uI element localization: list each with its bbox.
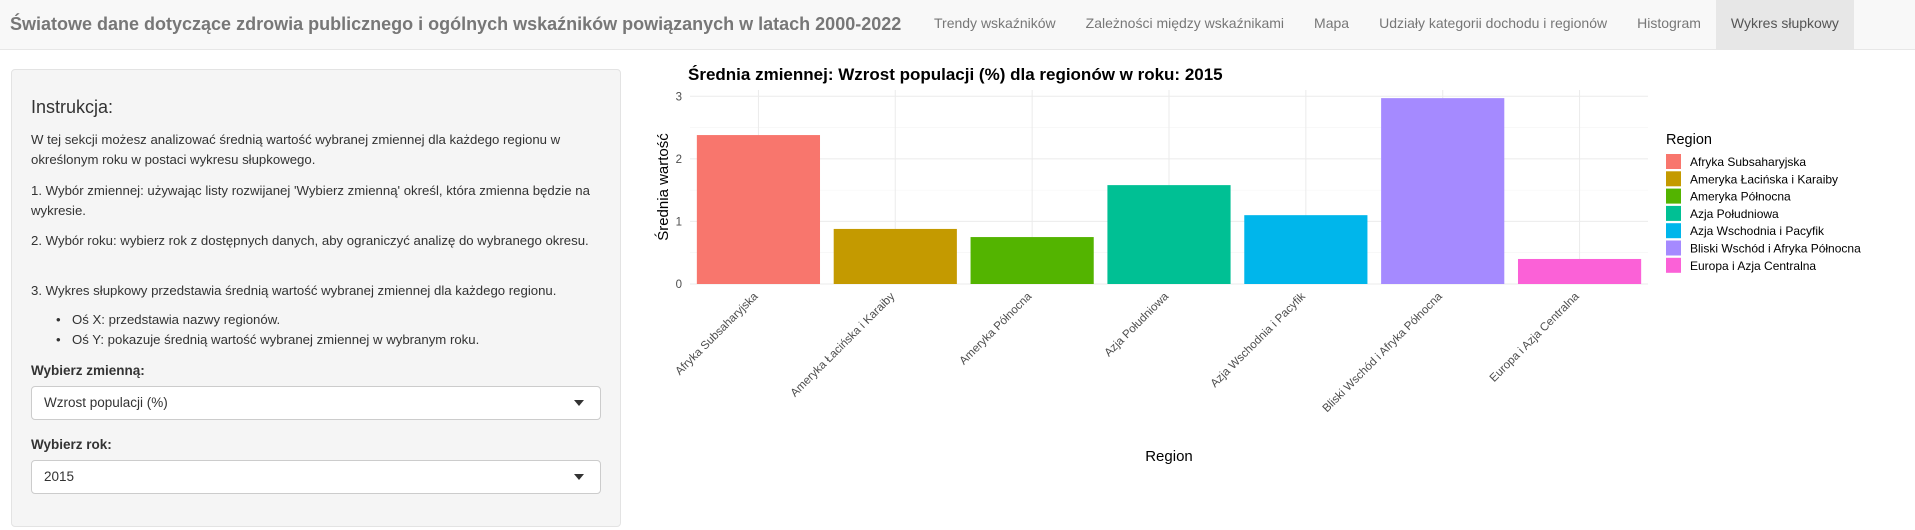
legend-swatch-2	[1666, 171, 1681, 187]
y-tick-label: 0	[676, 279, 682, 291]
variable-select[interactable]: Wzrost populacji (%)	[31, 386, 601, 420]
legend-swatch-6	[1666, 240, 1681, 256]
legend-label: Europa i Azja Centralna	[1690, 259, 1816, 273]
x-axis-label: Region	[1145, 448, 1193, 465]
tab-zaleznosci[interactable]: Zależności między wskaźnikami	[1085, 15, 1285, 31]
x-tick-label: Afryka Subsaharyjska	[673, 290, 761, 378]
x-tick-label: Ameryka Północna	[958, 290, 1035, 367]
tab-mapa[interactable]: Mapa	[1314, 15, 1350, 31]
legend-label: Azja Południowa	[1690, 207, 1779, 221]
legend-swatch-1	[1666, 154, 1681, 169]
chevron-down-icon	[574, 400, 584, 406]
tab-trendy-wskaznikow[interactable]: Trendy wskaźników	[934, 15, 1056, 31]
bullet-x-axis: Oś X: przedstawia nazwy regionów.	[54, 310, 594, 330]
navbar: Światowe dane dotyczące zdrowia publiczn…	[0, 0, 1915, 50]
bar-7	[1517, 258, 1642, 284]
bar-chart: Średnia zmiennej: Wzrost populacji (%) d…	[654, 65, 1861, 465]
instructions-bullets: Oś X: przedstawia nazwy regionów. Oś Y: …	[54, 310, 594, 350]
x-tick-label: Azja Wschodnia i Pacyfik	[1209, 290, 1309, 390]
legend-label: Ameryka Łacińska i Karaiby	[1690, 172, 1838, 186]
legend-label: Bliski Wschód i Afryka Północna	[1690, 242, 1861, 256]
legend-swatch-7	[1666, 257, 1681, 273]
y-tick-label: 2	[676, 154, 682, 166]
instructions-intro: W tej sekcji możesz analizować średnią w…	[31, 132, 561, 167]
y-tick-label: 1	[676, 216, 682, 228]
x-tick-label: Azja Południowa	[1103, 290, 1172, 359]
bar-2	[833, 228, 957, 284]
x-tick-label: Europa i Azja Centralna	[1488, 290, 1582, 384]
bar-5	[1244, 215, 1368, 284]
instructions-step-1: 1. Wybór zmiennej: używając listy rozwij…	[31, 183, 590, 218]
legend-swatch-4	[1666, 205, 1681, 221]
nav-tabs: Trendy wskaźników Zależności między wska…	[919, 0, 1854, 50]
variable-select-label: Wybierz zmienną:	[31, 363, 145, 378]
tab-wykres-slupkowy[interactable]: Wykres słupkowy	[1715, 0, 1854, 49]
bar-4	[1107, 185, 1231, 284]
legend-swatch-3	[1666, 188, 1681, 204]
legend-label: Afryka Subsaharyjska	[1690, 155, 1806, 169]
chart-title: Średnia zmiennej: Wzrost populacji (%) d…	[688, 65, 1223, 84]
y-tick-label: 3	[676, 91, 682, 103]
instructions-step-3: 3. Wykres słupkowy przedstawia średnią w…	[31, 283, 557, 298]
sidebar-panel: Instrukcja: W tej sekcji możesz analizow…	[11, 69, 621, 527]
app-title: Światowe dane dotyczące zdrowia publiczn…	[10, 14, 902, 34]
bar-1	[696, 135, 821, 284]
instructions-step-2: 2. Wybór roku: wybierz rok z dostępnych …	[31, 233, 589, 248]
tab-udzialy[interactable]: Udziały kategorii dochodu i regionów	[1379, 15, 1608, 31]
year-select-label: Wybierz rok:	[31, 437, 112, 452]
year-select[interactable]: 2015	[31, 460, 601, 494]
variable-select-value: Wzrost populacji (%)	[44, 395, 168, 410]
legend-label: Ameryka Północna	[1690, 190, 1791, 204]
chevron-down-icon	[574, 474, 584, 480]
bar-6	[1381, 98, 1505, 284]
legend-label: Azja Wschodnia i Pacyfik	[1690, 224, 1825, 238]
legend-swatch-5	[1666, 223, 1681, 239]
bullet-y-axis: Oś Y: pokazuje średnią wartość wybranej …	[54, 330, 594, 350]
y-axis-label: Średnia wartość	[654, 133, 672, 241]
legend-title: Region	[1666, 132, 1712, 148]
x-tick-label: Ameryka Łacińska i Karaiby	[789, 290, 898, 399]
x-tick-label: Bliski Wschód i Afryka Północna	[1321, 290, 1446, 415]
bar-3	[970, 237, 1094, 284]
tab-histogram[interactable]: Histogram	[1637, 15, 1701, 31]
instructions-title: Instrukcja:	[31, 97, 114, 117]
year-select-value: 2015	[44, 469, 75, 484]
